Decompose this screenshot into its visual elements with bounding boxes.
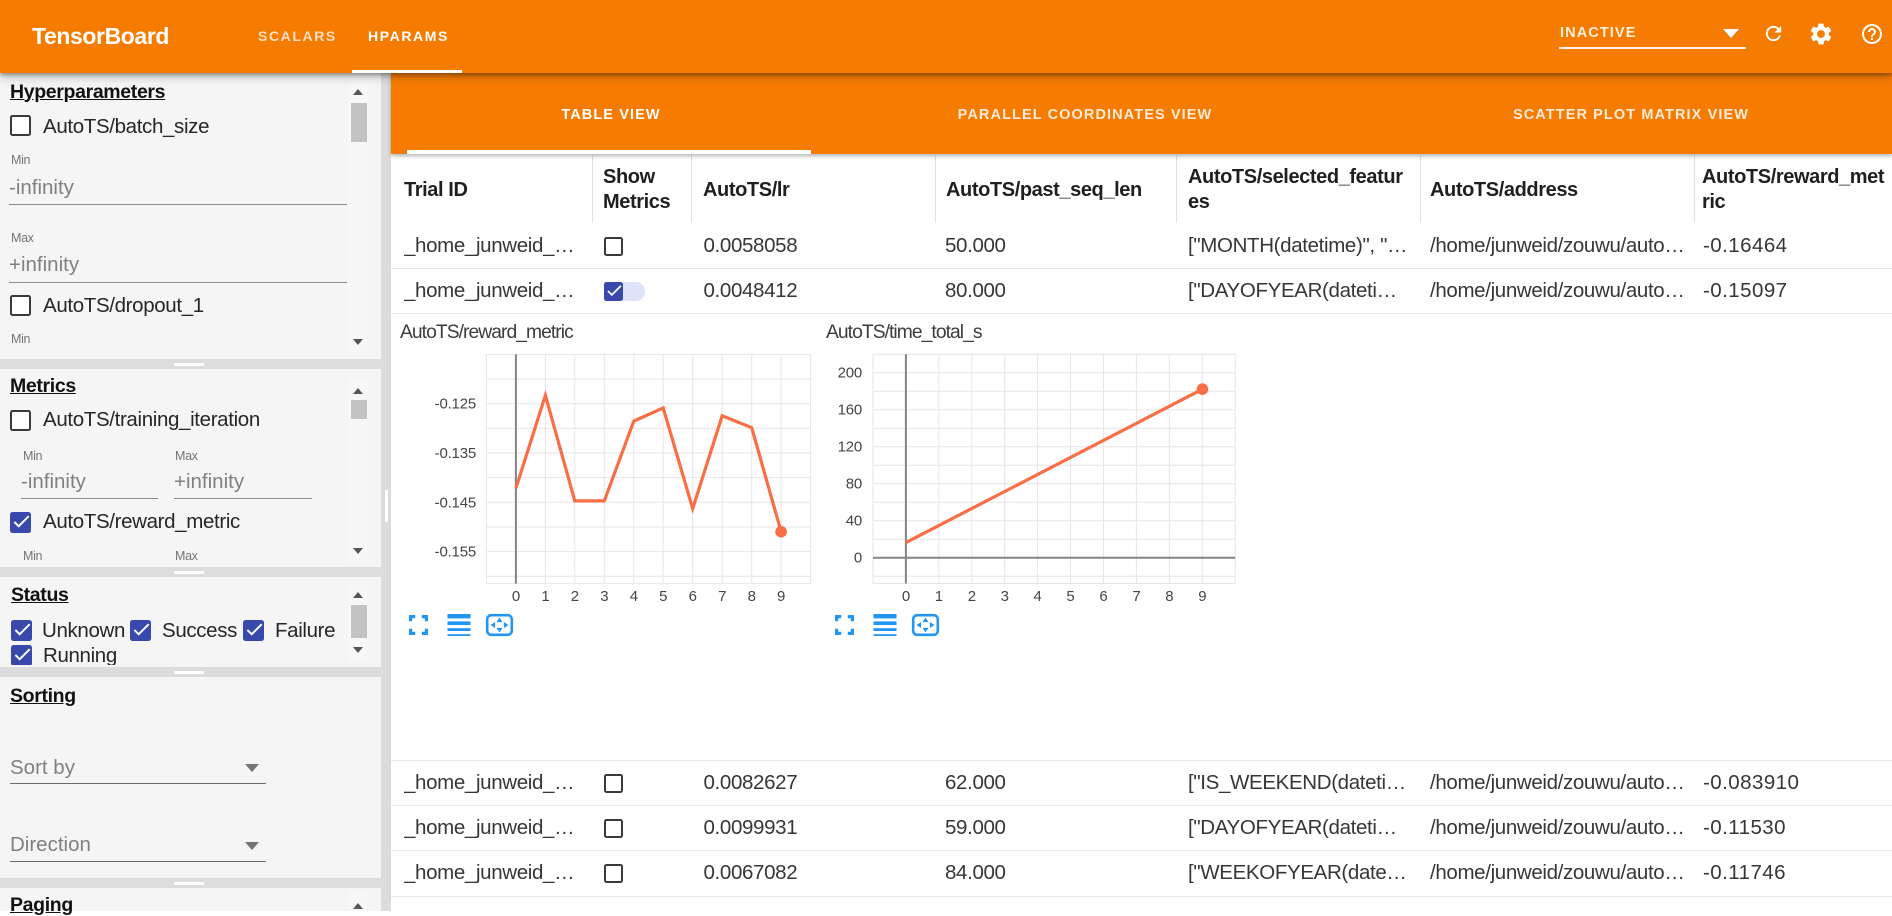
svg-text:AutoTS/reward_metric: AutoTS/reward_metric bbox=[400, 322, 574, 343]
svg-text:120: 120 bbox=[838, 439, 862, 456]
svg-text:5: 5 bbox=[1066, 588, 1074, 605]
svg-text:2: 2 bbox=[571, 588, 579, 605]
svg-text:200: 200 bbox=[838, 365, 862, 382]
svg-text:160: 160 bbox=[838, 402, 862, 419]
svg-text:9: 9 bbox=[777, 588, 785, 605]
svg-text:0: 0 bbox=[854, 550, 862, 567]
svg-text:7: 7 bbox=[718, 588, 726, 605]
svg-text:7: 7 bbox=[1132, 588, 1140, 605]
svg-text:1: 1 bbox=[541, 588, 549, 605]
svg-text:2: 2 bbox=[968, 588, 976, 605]
svg-text:-0.135: -0.135 bbox=[435, 445, 476, 462]
svg-text:4: 4 bbox=[1034, 588, 1042, 605]
svg-text:3: 3 bbox=[1001, 588, 1009, 605]
svg-text:-0.155: -0.155 bbox=[435, 544, 476, 561]
svg-text:-0.145: -0.145 bbox=[435, 494, 476, 511]
svg-text:-0.125: -0.125 bbox=[435, 396, 476, 413]
svg-text:0: 0 bbox=[512, 588, 520, 605]
svg-text:8: 8 bbox=[748, 588, 756, 605]
svg-text:3: 3 bbox=[600, 588, 608, 605]
svg-text:4: 4 bbox=[630, 588, 638, 605]
svg-text:8: 8 bbox=[1165, 588, 1173, 605]
svg-text:0: 0 bbox=[902, 588, 910, 605]
svg-text:9: 9 bbox=[1198, 588, 1206, 605]
svg-text:80: 80 bbox=[846, 476, 862, 493]
svg-text:6: 6 bbox=[1099, 588, 1107, 605]
svg-text:1: 1 bbox=[935, 588, 943, 605]
svg-text:AutoTS/time_total_s: AutoTS/time_total_s bbox=[826, 322, 982, 343]
svg-text:5: 5 bbox=[659, 588, 667, 605]
svg-text:6: 6 bbox=[689, 588, 697, 605]
svg-text:40: 40 bbox=[846, 513, 862, 530]
